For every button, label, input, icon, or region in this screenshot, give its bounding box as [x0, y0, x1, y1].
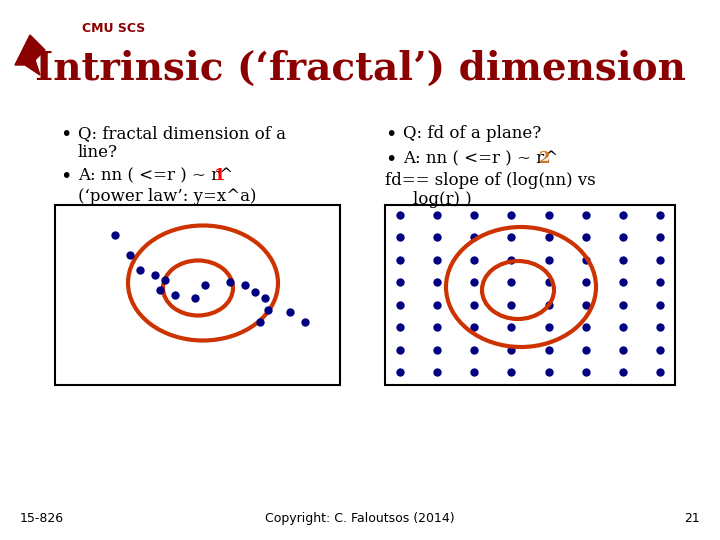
Bar	[385, 205, 675, 385]
Text: (‘power law’: y=x^a): (‘power law’: y=x^a)	[78, 188, 256, 205]
Text: 21: 21	[684, 512, 700, 525]
Text: 2: 2	[539, 150, 551, 167]
Text: •: •	[60, 167, 71, 186]
Text: line?: line?	[78, 144, 118, 161]
Text: Q: fractal dimension of a: Q: fractal dimension of a	[78, 125, 286, 142]
Text: •: •	[60, 125, 71, 144]
Text: CMU SCS: CMU SCS	[82, 22, 145, 35]
Text: 15-826: 15-826	[20, 512, 64, 525]
Bar	[55, 205, 340, 385]
Text: A: nn ( <=r ) ~ r^: A: nn ( <=r ) ~ r^	[403, 150, 558, 167]
Text: log(r) ): log(r) )	[413, 191, 472, 208]
Text: fd== slope of (log(nn) vs: fd== slope of (log(nn) vs	[385, 172, 595, 189]
Text: 1: 1	[214, 167, 225, 184]
Text: Intrinsic (‘fractal’) dimension: Intrinsic (‘fractal’) dimension	[35, 50, 685, 88]
Polygon shape	[15, 35, 45, 75]
Text: •: •	[385, 125, 397, 144]
Text: •: •	[385, 150, 397, 169]
Text: A: nn ( <=r ) ~ r^: A: nn ( <=r ) ~ r^	[78, 167, 233, 184]
Text: Copyright: C. Faloutsos (2014): Copyright: C. Faloutsos (2014)	[265, 512, 455, 525]
Text: Q: fd of a plane?: Q: fd of a plane?	[403, 125, 541, 142]
